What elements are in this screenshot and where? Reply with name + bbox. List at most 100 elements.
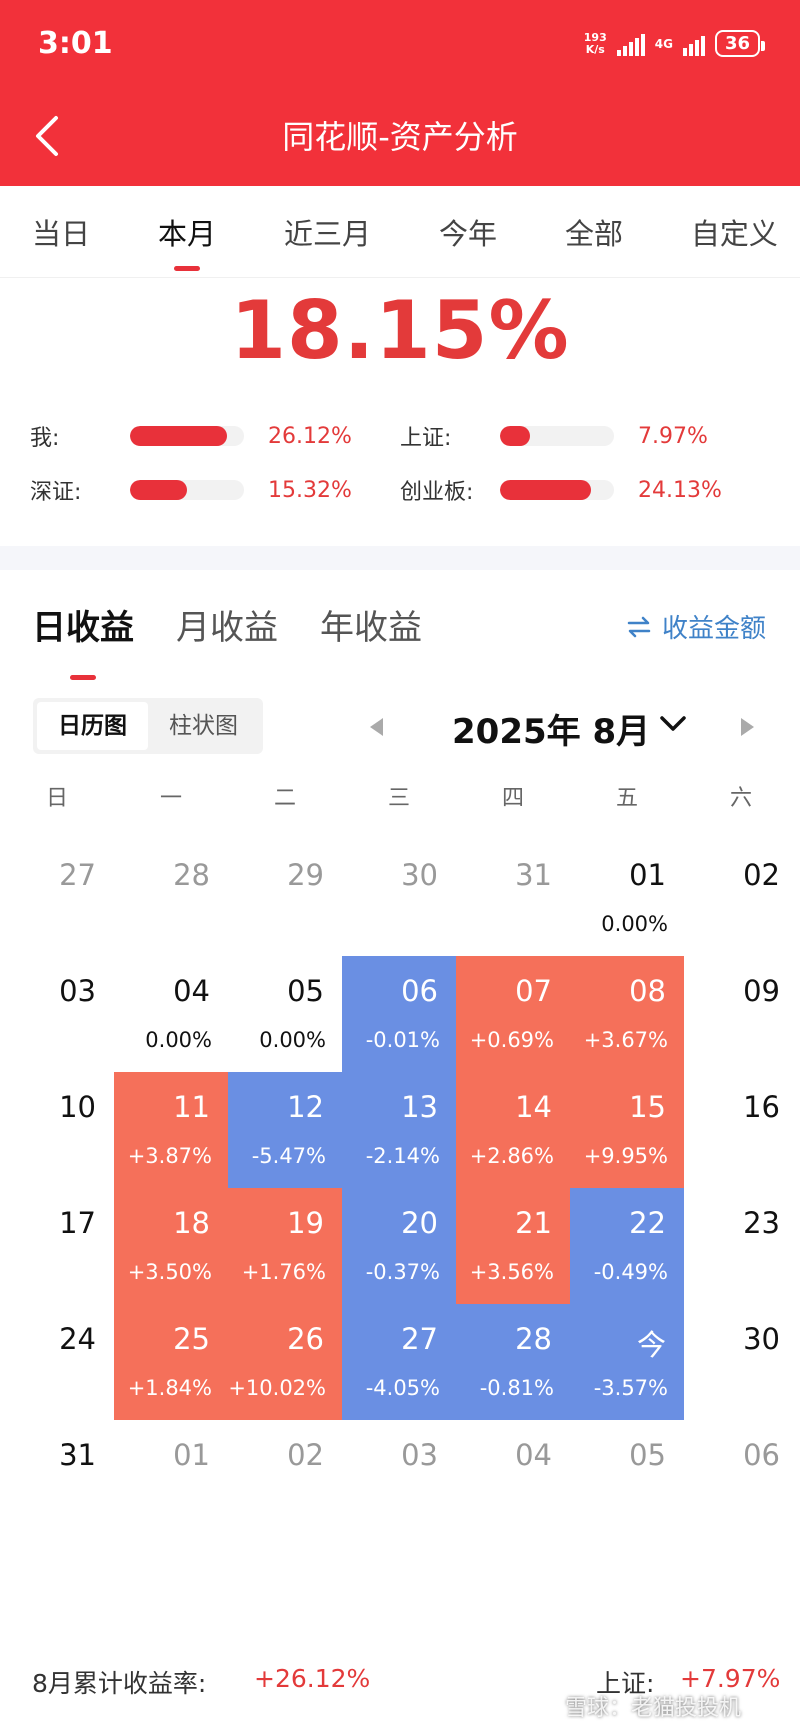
calendar-day-cell[interactable]: 24 bbox=[0, 1304, 114, 1420]
calendar-day-cell[interactable]: 09 bbox=[684, 956, 798, 1072]
calendar-day-number: 20 bbox=[401, 1206, 438, 1240]
comparison-value: 7.97% bbox=[638, 423, 708, 449]
calendar-day-cell[interactable]: 18 +3.50% bbox=[114, 1188, 228, 1304]
tab-this-month[interactable]: 本月 bbox=[158, 211, 216, 271]
calendar-day-cell[interactable]: 26 +10.02% bbox=[228, 1304, 342, 1420]
calendar-day-cell[interactable]: 10 bbox=[0, 1072, 114, 1188]
calendar-day-cell[interactable]: 22 -0.49% bbox=[570, 1188, 684, 1304]
tab-today[interactable]: 当日 bbox=[32, 216, 91, 251]
calendar-day-number: 28 bbox=[515, 1322, 552, 1356]
calendar-day-number: 31 bbox=[515, 858, 552, 892]
calendar-day-return: -0.49% bbox=[593, 1260, 668, 1284]
calendar-day-return: +3.87% bbox=[127, 1144, 212, 1168]
calendar-day-cell[interactable]: 06 bbox=[684, 1420, 798, 1536]
calendar-day-cell[interactable]: 01 bbox=[114, 1420, 228, 1536]
calendar-day-number: 29 bbox=[287, 858, 324, 892]
signal-icon bbox=[616, 32, 645, 56]
calendar-day-return: 0.00% bbox=[601, 912, 668, 936]
calendar-day-cell[interactable]: 02 bbox=[228, 1420, 342, 1536]
comparison-bar bbox=[130, 426, 244, 446]
calendar-day-number: 17 bbox=[59, 1206, 96, 1240]
return-type-tabs: 日收益 月收益 年收益 bbox=[32, 600, 422, 680]
calendar-day-number: 03 bbox=[401, 1438, 438, 1472]
calendar-day-cell[interactable]: 21 +3.56% bbox=[456, 1188, 570, 1304]
weekday-label: 日 bbox=[45, 786, 68, 811]
calendar-day-cell[interactable]: 14 +2.86% bbox=[456, 1072, 570, 1188]
calendar-day-cell[interactable]: 05 0.00% bbox=[228, 956, 342, 1072]
calendar-day-cell[interactable]: 27 bbox=[0, 840, 114, 956]
tab-daily-return[interactable]: 日收益 bbox=[32, 600, 134, 680]
comparison-shanghai: 上证: 7.97% bbox=[400, 416, 708, 456]
tab-three-months[interactable]: 近三月 bbox=[283, 216, 371, 251]
comparison-label: 我: bbox=[30, 426, 60, 451]
calendar-day-return: +3.67% bbox=[583, 1028, 668, 1052]
calendar-day-cell[interactable]: 30 bbox=[342, 840, 456, 956]
weekday-header: 日 一 二 三 四 五 六 bbox=[0, 780, 800, 820]
comparison-mine: 我: 26.12% bbox=[30, 416, 352, 456]
weekday-label: 三 bbox=[387, 786, 410, 811]
calendar-day-cell[interactable]: 06 -0.01% bbox=[342, 956, 456, 1072]
cumulative-value: +26.12% bbox=[254, 1664, 371, 1693]
tab-all[interactable]: 全部 bbox=[564, 216, 623, 251]
calendar-day-cell[interactable]: 20 -0.37% bbox=[342, 1188, 456, 1304]
bar-view-button[interactable]: 柱状图 bbox=[169, 713, 238, 739]
calendar-day-cell[interactable]: 15 +9.95% bbox=[570, 1072, 684, 1188]
calendar-day-cell[interactable]: 03 bbox=[0, 956, 114, 1072]
calendar-day-return: +0.69% bbox=[469, 1028, 554, 1052]
calendar-day-cell[interactable]: 31 bbox=[456, 840, 570, 956]
calendar-day-cell[interactable]: 31 bbox=[0, 1420, 114, 1536]
calendar-day-cell[interactable]: 11 +3.87% bbox=[114, 1072, 228, 1188]
amount-toggle-button[interactable]: 收益金额 bbox=[626, 608, 766, 645]
calendar-day-number: 22 bbox=[629, 1206, 666, 1240]
back-arrow-icon[interactable] bbox=[32, 114, 62, 158]
next-month-icon[interactable] bbox=[741, 718, 754, 736]
calendar-day-cell[interactable]: 今 -3.57% bbox=[570, 1304, 684, 1420]
battery-icon: 36 bbox=[714, 30, 766, 57]
calendar-day-number: 05 bbox=[287, 974, 324, 1008]
calendar-day-number: 27 bbox=[401, 1322, 438, 1356]
calendar-view-button[interactable]: 日历图 bbox=[37, 702, 148, 750]
calendar-day-cell[interactable]: 02 bbox=[684, 840, 798, 956]
calendar-day-cell[interactable]: 04 0.00% bbox=[114, 956, 228, 1072]
calendar-day-number: 05 bbox=[629, 1438, 666, 1472]
calendar-day-return: 0.00% bbox=[259, 1028, 326, 1052]
view-toggle: 日历图 柱状图 bbox=[33, 698, 263, 754]
tab-yearly-return[interactable]: 年收益 bbox=[320, 608, 422, 648]
calendar-day-cell[interactable]: 03 bbox=[342, 1420, 456, 1536]
calendar-day-cell[interactable]: 01 0.00% bbox=[570, 840, 684, 956]
calendar-day-cell[interactable]: 30 bbox=[684, 1304, 798, 1420]
calendar-day-cell[interactable]: 28 -0.81% bbox=[456, 1304, 570, 1420]
chevron-down-icon[interactable] bbox=[658, 712, 688, 736]
calendar-day-cell[interactable]: 05 bbox=[570, 1420, 684, 1536]
calendar-day-cell[interactable]: 19 +1.76% bbox=[228, 1188, 342, 1304]
calendar-day-cell[interactable]: 23 bbox=[684, 1188, 798, 1304]
calendar-day-cell[interactable]: 04 bbox=[456, 1420, 570, 1536]
tab-this-year[interactable]: 今年 bbox=[438, 216, 497, 251]
calendar-day-cell[interactable]: 12 -5.47% bbox=[228, 1072, 342, 1188]
calendar-day-return: -0.37% bbox=[365, 1260, 440, 1284]
calendar-day-cell[interactable]: 17 bbox=[0, 1188, 114, 1304]
calendar-day-cell[interactable]: 28 bbox=[114, 840, 228, 956]
calendar-day-number: 18 bbox=[173, 1206, 210, 1240]
tab-custom[interactable]: 自定义 bbox=[690, 216, 778, 251]
calendar-day-number: 15 bbox=[629, 1090, 666, 1124]
comparison-value: 15.32% bbox=[268, 477, 352, 503]
calendar-day-cell[interactable]: 27 -4.05% bbox=[342, 1304, 456, 1420]
calendar-day-cell[interactable]: 16 bbox=[684, 1072, 798, 1188]
calendar-day-number: 03 bbox=[59, 974, 96, 1008]
calendar-day-cell[interactable]: 25 +1.84% bbox=[114, 1304, 228, 1420]
month-label[interactable]: 2025年 8月 bbox=[452, 712, 651, 752]
weekday-label: 一 bbox=[159, 786, 182, 811]
calendar-day-number: 24 bbox=[59, 1322, 96, 1356]
calendar-day-number: 13 bbox=[401, 1090, 438, 1124]
calendar-day-return: +9.95% bbox=[583, 1144, 668, 1168]
calendar-day-number: 06 bbox=[401, 974, 438, 1008]
calendar-day-cell[interactable]: 08 +3.67% bbox=[570, 956, 684, 1072]
tab-monthly-return[interactable]: 月收益 bbox=[176, 608, 278, 648]
calendar-day-cell[interactable]: 29 bbox=[228, 840, 342, 956]
prev-month-icon[interactable] bbox=[370, 718, 383, 736]
calendar-day-cell[interactable]: 07 +0.69% bbox=[456, 956, 570, 1072]
footer-summary: 8月累计收益率: +26.12% 上证: +7.97% bbox=[0, 1656, 800, 1706]
calendar-day-cell[interactable]: 13 -2.14% bbox=[342, 1072, 456, 1188]
comparison-value: 26.12% bbox=[268, 423, 352, 449]
